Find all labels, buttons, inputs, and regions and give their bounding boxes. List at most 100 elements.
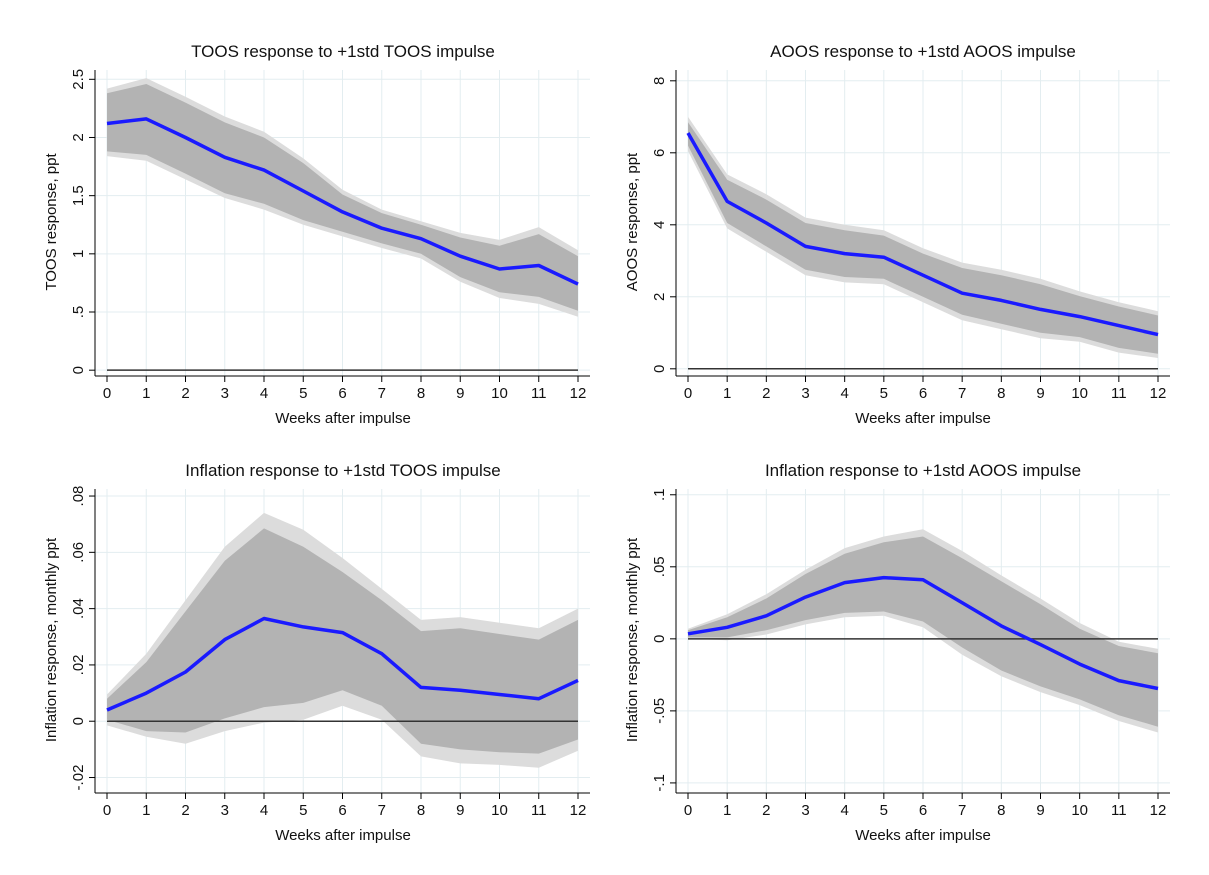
x-tick-label: 9 [456,802,464,819]
x-axis-label: Weeks after impulse [855,827,991,844]
y-axis-label: Inflation response, monthly ppt [624,537,641,742]
x-tick-label: 10 [1071,385,1088,402]
x-tick-label: 5 [299,385,307,402]
x-tick-label: 0 [684,802,692,819]
x-tick-label: 12 [1150,802,1167,819]
y-tick-label: 1 [70,250,87,258]
panel-inflation-toos: 0 1 2 3 4 5 6 7 8 9 10 11 12-.020.02.04.06.08 Inflat… [43,461,590,844]
x-tick-label: 3 [801,802,809,819]
x-tick-label: 11 [531,385,547,402]
x-tick-label: 1 [142,385,150,402]
x-tick-label: 6 [338,385,346,402]
plot-area: 0 1 2 3 4 5 6 7 8 9 10 11 12-.020.02.04.06.08 [70,486,590,819]
y-axis-label: TOOS response, ppt [43,153,60,291]
x-tick-label: 7 [958,385,966,402]
x-tick-label: 4 [260,385,268,402]
chart-title: Inflation response to +1std AOOS impulse [765,461,1081,480]
x-tick-label: 6 [338,802,346,819]
x-tick-label: 12 [1150,385,1167,402]
x-axis-label: Weeks after impulse [275,410,411,427]
x-tick-label: 1 [723,802,731,819]
x-tick-label: 7 [378,802,386,819]
y-tick-label: 2.5 [70,69,87,90]
plot-area: 0 1 2 3 4 5 6 7 8 9 10 11 120.511.522.5 [70,69,590,402]
y-tick-label: 2 [70,133,87,141]
x-tick-label: 0 [684,385,692,402]
x-tick-label: 11 [1111,385,1127,402]
x-tick-label: 5 [299,802,307,819]
x-axis-label: Weeks after impulse [855,410,991,427]
y-tick-label: 0 [70,366,87,374]
y-tick-label: .04 [70,598,87,619]
x-tick-label: 3 [221,802,229,819]
confidence-band-inner [107,84,578,311]
x-tick-label: 3 [801,385,809,402]
x-tick-label: 8 [997,385,1005,402]
x-tick-label: 12 [570,802,587,819]
x-tick-label: 5 [880,802,888,819]
x-tick-label: 10 [491,802,508,819]
plot-area: 0 1 2 3 4 5 6 7 8 9 10 11 12-.1-.050.05.1 [651,489,1170,819]
x-tick-label: 1 [142,802,150,819]
y-tick-label: .06 [70,542,87,563]
chart-title: AOOS response to +1std AOOS impulse [770,42,1076,61]
y-tick-label: 4 [651,221,668,229]
y-tick-label: 8 [651,77,668,85]
impulse-response-line [106,616,579,712]
x-tick-label: 6 [919,802,927,819]
x-tick-label: 2 [181,385,189,402]
x-tick-label: 11 [531,802,547,819]
x-tick-label: 2 [762,385,770,402]
x-tick-label: 8 [997,802,1005,819]
impulse-response-line [106,117,579,286]
x-tick-label: 5 [880,385,888,402]
x-tick-label: 6 [919,385,927,402]
x-tick-label: 7 [958,802,966,819]
x-tick-label: 7 [378,385,386,402]
impulse-response-line [686,132,1159,337]
panel-inflation-aoos: 0 1 2 3 4 5 6 7 8 9 10 11 12-.1-.050.05.1 Inflation … [624,461,1170,844]
y-tick-label: -.02 [70,765,87,791]
y-tick-label: .08 [70,486,87,507]
y-tick-label: -.05 [651,698,668,724]
confidence-band-inner [688,122,1158,354]
x-tick-label: 8 [417,802,425,819]
x-tick-label: 1 [723,385,731,402]
y-tick-label: -.1 [651,774,668,792]
y-tick-label: 1.5 [70,185,87,206]
x-tick-label: 8 [417,385,425,402]
chart-title: Inflation response to +1std TOOS impulse [185,461,500,480]
y-tick-label: .5 [70,306,87,319]
x-tick-label: 2 [181,802,189,819]
x-tick-label: 9 [1036,802,1044,819]
y-tick-label: 0 [651,365,668,373]
impulse-response-line [687,575,1159,691]
x-tick-label: 10 [1071,802,1088,819]
y-tick-label: .05 [651,556,668,577]
confidence-band-inner [107,528,578,754]
y-axis-label: Inflation response, monthly ppt [43,537,60,742]
y-tick-label: 0 [70,717,87,725]
x-tick-label: 9 [456,385,464,402]
y-tick-label: 6 [651,149,668,157]
x-tick-label: 2 [762,802,770,819]
y-tick-label: .02 [70,654,87,675]
x-axis-label: Weeks after impulse [275,827,411,844]
chart-title: TOOS response to +1std TOOS impulse [191,42,495,61]
confidence-band-inner [688,536,1158,727]
y-tick-label: .1 [651,489,668,502]
x-tick-label: 12 [570,385,587,402]
x-tick-label: 0 [103,802,111,819]
x-tick-label: 10 [491,385,508,402]
x-tick-label: 9 [1036,385,1044,402]
x-tick-label: 4 [260,802,268,819]
panel-toos-toos: 0 1 2 3 4 5 6 7 8 9 10 11 120.511.522.5 TOOS respons… [43,42,590,427]
x-tick-label: 4 [840,802,848,819]
x-tick-label: 11 [1111,802,1127,819]
x-tick-label: 4 [840,385,848,402]
y-tick-label: 0 [651,635,668,643]
